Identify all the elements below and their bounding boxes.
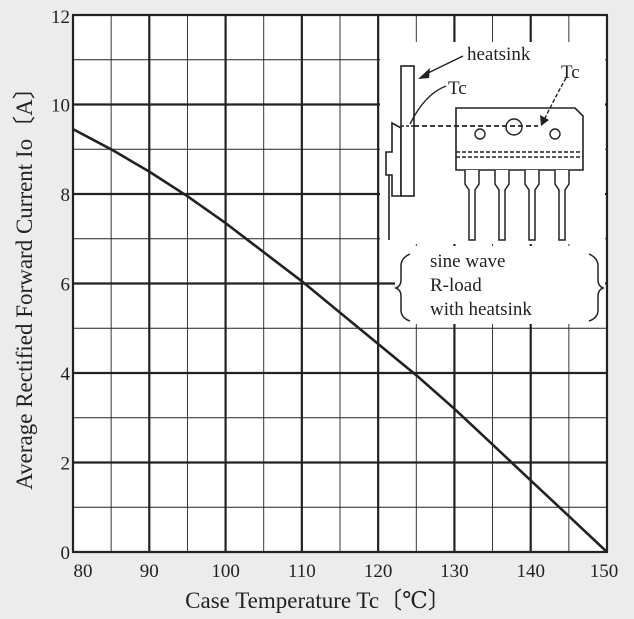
- y-tick-label: 0: [61, 543, 71, 564]
- y-tick-label: 2: [61, 454, 71, 475]
- y-axis-label: Average Rectified Forward Current Io〔A〕: [12, 76, 37, 489]
- x-tick-label: 90: [140, 561, 159, 582]
- x-axis-label: Case Temperature Tc〔℃〕: [185, 588, 451, 613]
- heatsink-plate: [400, 65, 415, 197]
- x-tick-label: 150: [590, 561, 619, 582]
- heatsink-arrowhead-icon: [418, 68, 430, 79]
- x-tick-label: 120: [364, 561, 393, 582]
- tc-right-arrowhead-icon: [540, 115, 549, 126]
- tc-right-label: Tc: [561, 62, 580, 83]
- derating-curve: [72, 127, 608, 553]
- plot-frame: [72, 14, 608, 553]
- x-tick-label: 80: [74, 561, 93, 582]
- mounting-hole-left: [474, 128, 486, 140]
- lead-1: [464, 170, 480, 241]
- package-front-view: [455, 107, 584, 171]
- conditions-left-bracket: [393, 253, 411, 322]
- curve-layer: [72, 127, 608, 553]
- x-tick-label: 100: [211, 561, 240, 582]
- tc-right-pointer: [543, 77, 567, 121]
- y-tick-label: 12: [51, 7, 70, 28]
- x-tick-labels: 80 90 100 110 120 130 140 150: [74, 561, 619, 582]
- y-tick-labels: 0 2 4 6 8 10 12: [51, 7, 71, 564]
- heatsink-label: heatsink: [467, 44, 531, 65]
- y-tick-label: 8: [61, 185, 71, 206]
- mounting-hole-center: [505, 118, 523, 136]
- lead-4: [554, 170, 570, 241]
- condition-r-load: R-load: [430, 275, 482, 296]
- tc-left-label: Tc: [448, 78, 467, 99]
- conditions-background: [395, 246, 605, 324]
- x-tick-label: 110: [288, 561, 316, 582]
- condition-sine-wave: sine wave: [430, 251, 505, 272]
- x-tick-label: 140: [516, 561, 545, 582]
- y-tick-label: 10: [51, 96, 70, 117]
- x-tick-label: 130: [440, 561, 469, 582]
- inset-diagram: heatsink Tc Tc sine wave R-load with hea…: [380, 42, 606, 324]
- tc-left-pointer: [409, 85, 447, 125]
- condition-with-heatsink: with heatsink: [430, 299, 532, 320]
- conditions-right-bracket: [588, 253, 606, 322]
- lead-3: [524, 170, 540, 241]
- mounting-hole-right: [549, 128, 561, 140]
- y-tick-label: 4: [61, 364, 71, 385]
- heatsink-arrow: [425, 55, 464, 75]
- y-tick-label: 6: [61, 275, 71, 296]
- lead-2: [494, 170, 510, 241]
